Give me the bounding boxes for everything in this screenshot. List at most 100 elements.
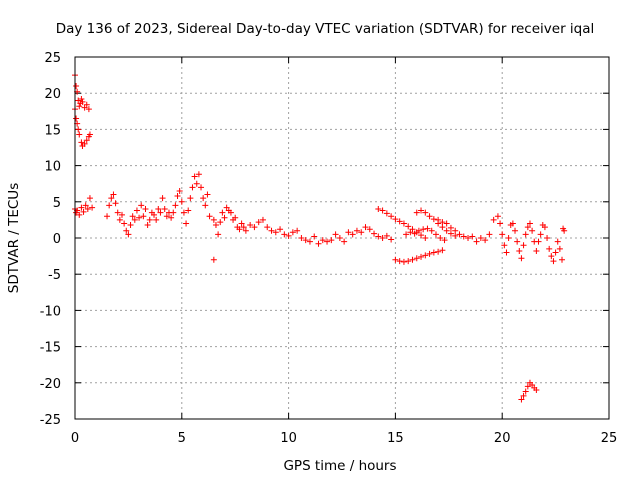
- data-point: [560, 225, 567, 232]
- data-point: [138, 202, 145, 209]
- data-point: [537, 231, 544, 238]
- data-point: [460, 233, 467, 240]
- data-point: [336, 235, 343, 241]
- data-point: [447, 224, 454, 231]
- data-point: [375, 206, 382, 213]
- data-point: [522, 388, 529, 395]
- data-point: [311, 233, 318, 240]
- data-point: [328, 237, 335, 244]
- data-point: [206, 213, 213, 220]
- data-point: [426, 250, 433, 257]
- data-point: [212, 221, 219, 228]
- data-point: [240, 224, 247, 231]
- data-point: [546, 245, 553, 252]
- data-point: [277, 226, 284, 233]
- data-point: [82, 202, 89, 209]
- data-point: [509, 220, 516, 227]
- data-point: [379, 235, 386, 241]
- data-point: [383, 210, 390, 217]
- data-point: [512, 227, 519, 234]
- tick-labels: 0 5 10 15 20 25 -25 -20 -15 -10 -5 0 5 10 15 20 25: [40, 51, 618, 446]
- data-point: [422, 235, 429, 241]
- x-tick-label: 25: [601, 431, 618, 446]
- data-point: [195, 171, 202, 178]
- data-point: [153, 216, 160, 223]
- data-point: [358, 229, 365, 236]
- data-point: [289, 229, 296, 236]
- data-point: [200, 195, 207, 202]
- data-point: [514, 238, 521, 245]
- data-point: [193, 180, 200, 187]
- x-tick-label: 0: [71, 431, 79, 446]
- data-point: [396, 258, 403, 265]
- data-point: [86, 195, 93, 202]
- data-point: [413, 255, 420, 262]
- data-point: [189, 184, 196, 191]
- data-point: [227, 209, 234, 216]
- data-point: [486, 231, 493, 238]
- data-point: [142, 206, 149, 213]
- x-tick-label: 20: [494, 431, 511, 446]
- data-point: [118, 211, 125, 218]
- data-point: [236, 226, 243, 233]
- data-point: [437, 235, 444, 241]
- data-point: [155, 206, 162, 213]
- data-point: [533, 248, 540, 255]
- data-point: [430, 216, 437, 223]
- data-point: [187, 195, 194, 202]
- data-point: [219, 209, 226, 216]
- data-point: [131, 216, 138, 223]
- data-point: [76, 103, 83, 110]
- data-point: [371, 230, 378, 237]
- data-point: [345, 229, 352, 236]
- data-point: [242, 227, 249, 234]
- data-point: [144, 221, 151, 228]
- data-point: [392, 256, 399, 263]
- data-point: [396, 218, 403, 225]
- data-point: [110, 191, 117, 198]
- data-point: [520, 392, 527, 399]
- data-point: [424, 225, 431, 232]
- data-point: [76, 211, 83, 218]
- data-point: [524, 383, 531, 390]
- x-axis-title: GPS time / hours: [283, 458, 396, 474]
- data-point: [430, 249, 437, 256]
- data-point: [112, 200, 119, 207]
- data-point: [556, 245, 563, 252]
- data-point: [306, 238, 313, 245]
- y-tick-label: 5: [53, 196, 61, 211]
- data-point: [238, 220, 245, 227]
- data-point: [443, 227, 450, 234]
- data-point: [494, 213, 501, 220]
- data-point: [85, 106, 92, 113]
- data-point: [435, 216, 442, 223]
- data-point: [353, 227, 360, 234]
- data-point: [78, 204, 85, 211]
- data-point: [315, 240, 322, 247]
- data-point: [332, 231, 339, 238]
- data-point: [526, 220, 533, 227]
- data-point: [217, 219, 224, 226]
- chart-title: Day 136 of 2023, Sidereal Day-to-day VTE…: [56, 21, 595, 37]
- data-point: [294, 227, 301, 234]
- data-point: [84, 206, 91, 213]
- data-point: [268, 227, 275, 234]
- data-point: [482, 237, 489, 244]
- data-point: [81, 140, 88, 147]
- data-point: [505, 235, 512, 241]
- data-point: [121, 220, 128, 227]
- data-point: [405, 258, 412, 265]
- data-point: [75, 126, 82, 133]
- data-point: [418, 207, 425, 214]
- data-point: [524, 224, 531, 231]
- y-tick-label: 20: [44, 87, 61, 102]
- data-point: [285, 232, 292, 239]
- data-point: [157, 209, 164, 216]
- data-point: [106, 202, 113, 209]
- data-point: [185, 207, 192, 214]
- data-point: [499, 231, 506, 238]
- data-point: [259, 216, 266, 223]
- data-point: [78, 95, 85, 102]
- data-point: [435, 248, 442, 255]
